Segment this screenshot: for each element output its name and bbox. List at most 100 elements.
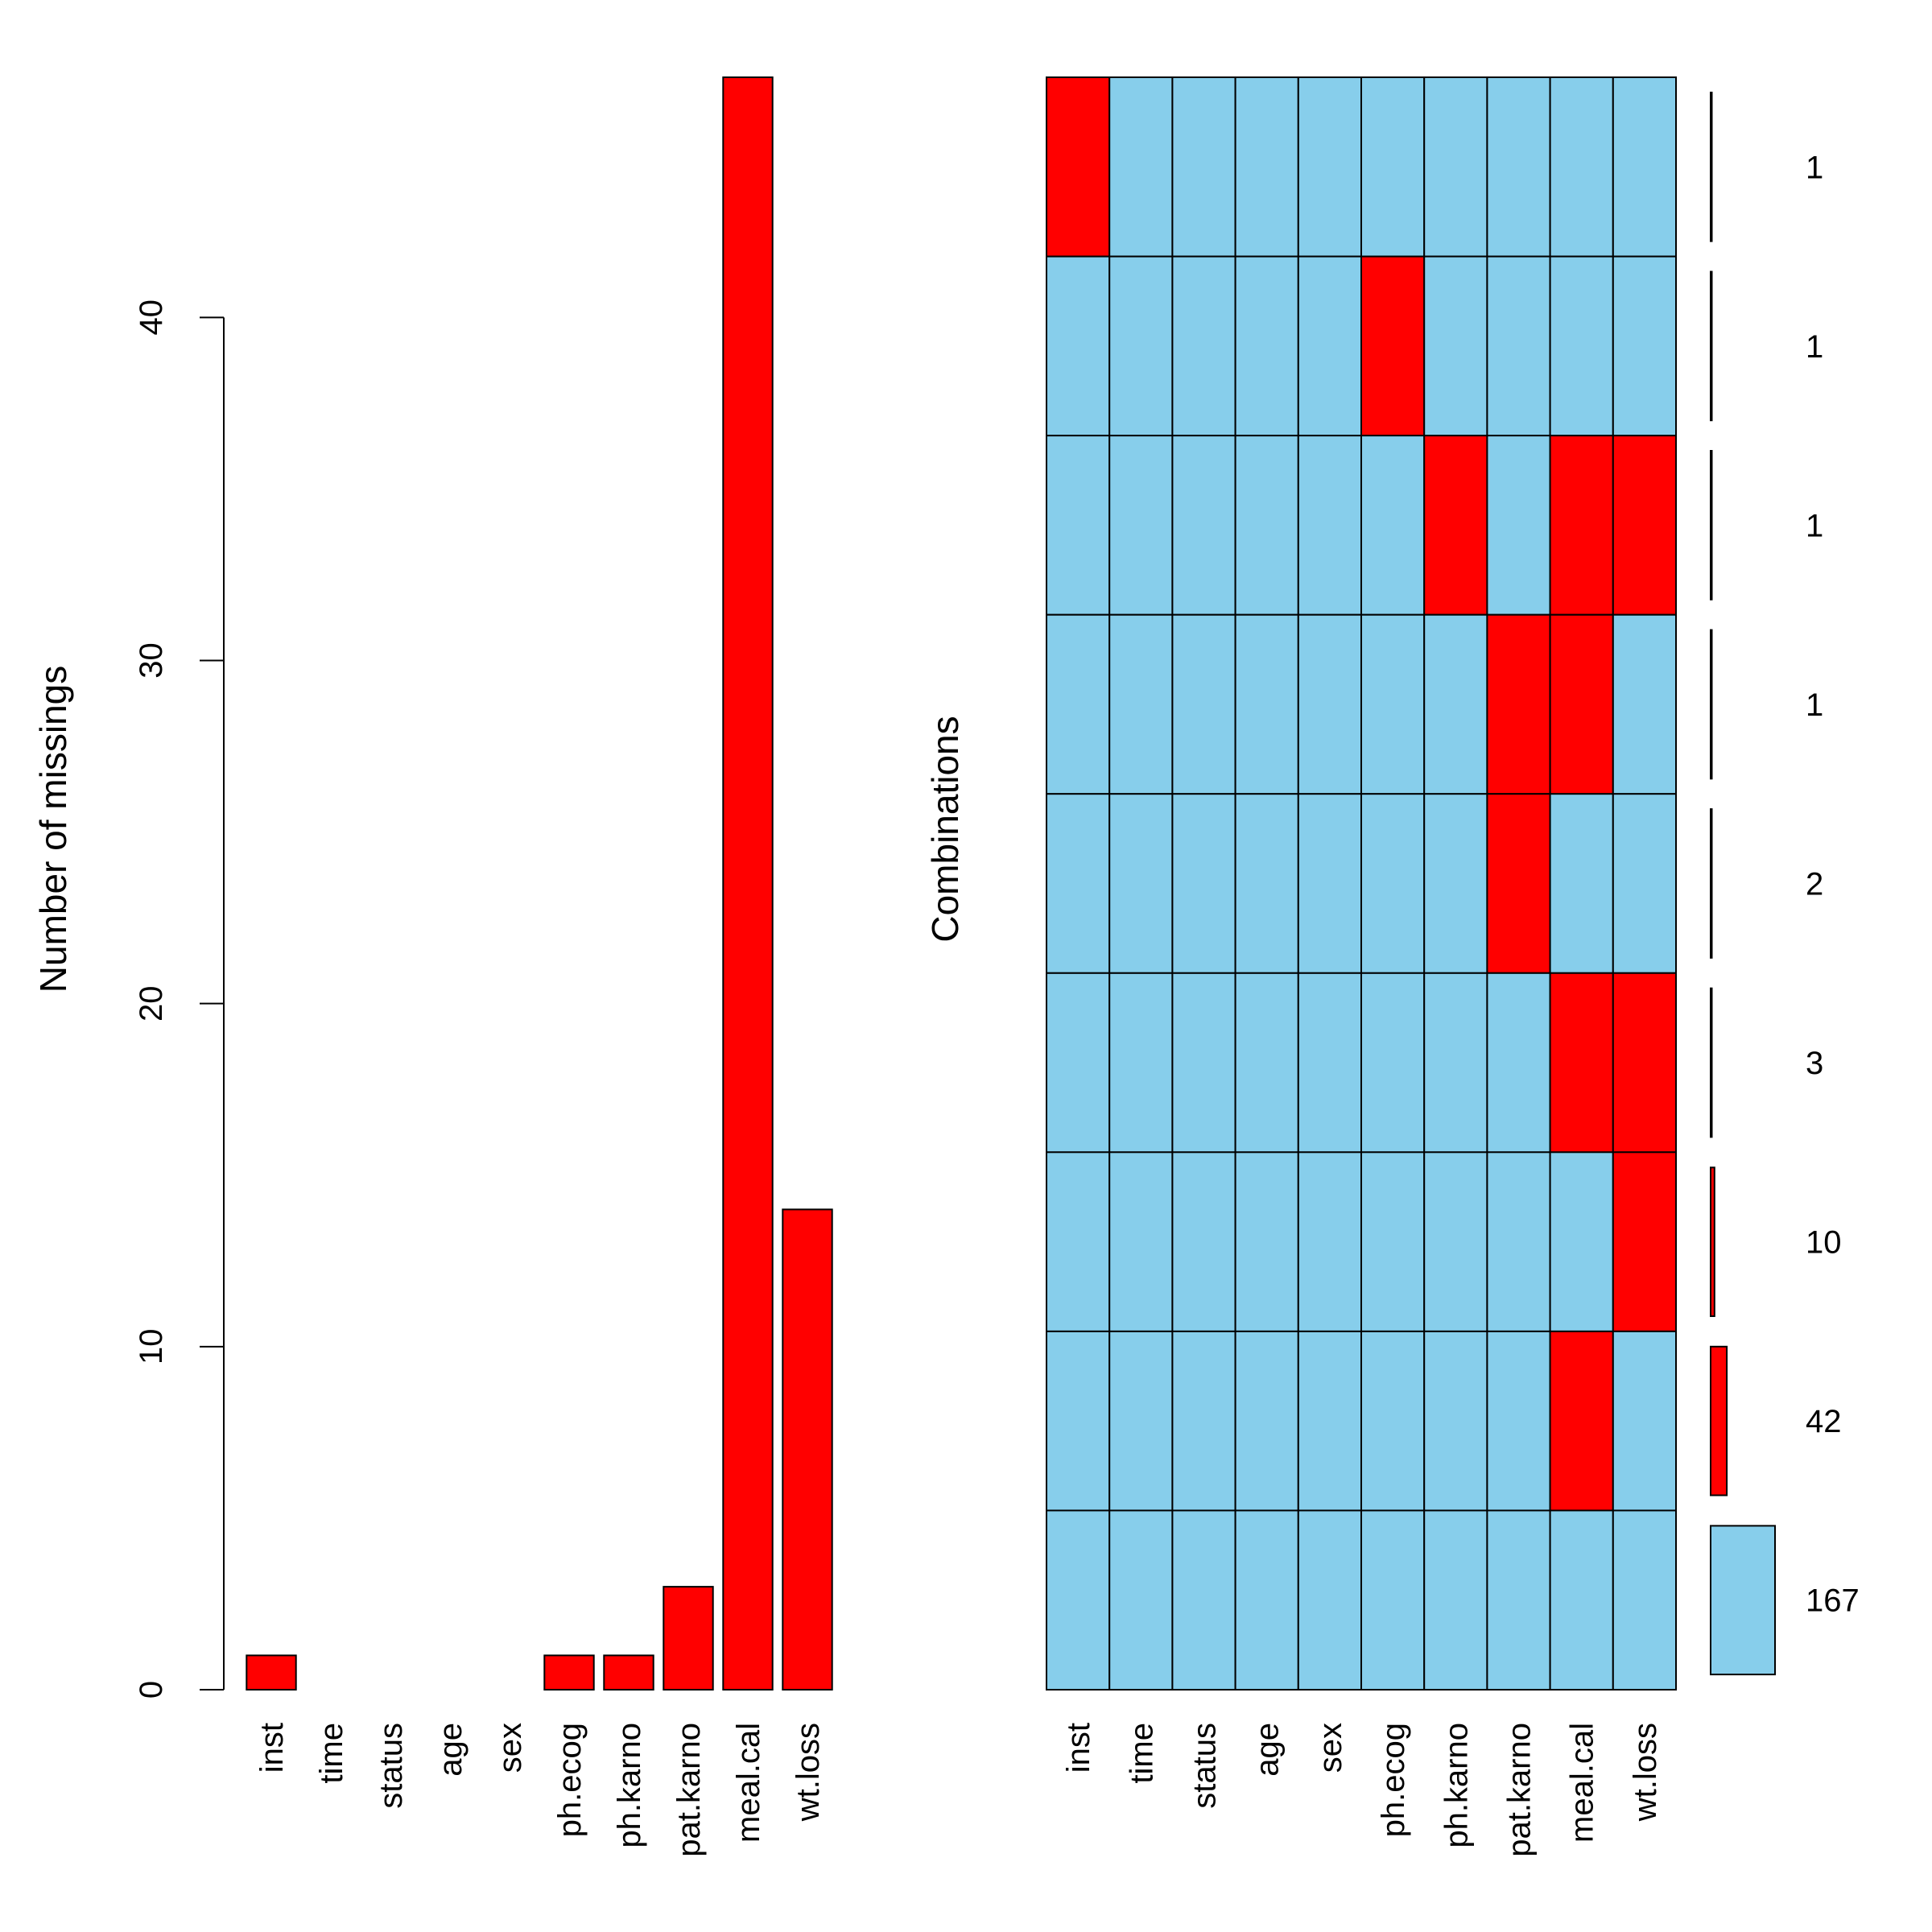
bar-marks: [246, 76, 833, 1690]
cell-4-ph.karno: [1423, 793, 1488, 974]
combo-bar-7: [1710, 1345, 1728, 1496]
cell-5-pat.karno: [1486, 972, 1551, 1154]
cell-5-wt.loss: [1612, 972, 1678, 1154]
bar-y-axis: 0 10 20 30 40: [134, 299, 225, 1699]
cell-2-ph.karno: [1423, 435, 1488, 616]
cell-1-ph.karno: [1423, 255, 1488, 437]
cell-1-ph.ecog: [1360, 255, 1426, 437]
combination-x-tick-labels: inst time status age sex ph.ecog ph.karno pat.k…: [1061, 1723, 1663, 1857]
cell-3-ph.ecog: [1360, 613, 1426, 795]
combination-frequency-bars: [1710, 91, 1776, 1676]
cell-6-sex: [1297, 1151, 1363, 1332]
cell-8-ph.ecog: [1360, 1509, 1426, 1691]
bar-x-label-time: time: [314, 1723, 349, 1784]
combo-x-label-inst: inst: [1061, 1723, 1096, 1773]
combo-count-7: 42: [1806, 1404, 1842, 1439]
cell-8-age: [1234, 1509, 1299, 1691]
bar-x-label-ph.ecog: ph.ecog: [552, 1723, 588, 1837]
bar-x-label-sex: sex: [493, 1723, 528, 1773]
combo-bar-0: [1710, 91, 1713, 242]
cell-7-age: [1234, 1330, 1299, 1512]
y-tick-label-40: 40: [134, 299, 169, 336]
combo-bar-8: [1710, 1525, 1776, 1676]
cell-3-inst: [1046, 613, 1111, 795]
cell-3-ph.karno: [1423, 613, 1488, 795]
cell-7-meal.cal: [1549, 1330, 1614, 1512]
cell-7-wt.loss: [1612, 1330, 1678, 1512]
cell-2-inst: [1046, 435, 1111, 616]
cell-3-age: [1234, 613, 1299, 795]
combo-x-label-ph.karno: ph.karno: [1439, 1723, 1474, 1848]
cell-4-time: [1108, 793, 1174, 974]
cell-0-ph.ecog: [1360, 76, 1426, 258]
bar-x-tick-labels: inst time status age sex ph.ecog ph.karno pat.k…: [254, 1723, 826, 1857]
combo-x-label-meal.cal: meal.cal: [1565, 1723, 1600, 1843]
cell-1-time: [1108, 255, 1174, 437]
combination-count-labels: 1 1 1 1 2 3 10 42 167: [1806, 150, 1860, 1618]
bar-ph.ecog: [543, 1654, 595, 1690]
cell-8-meal.cal: [1549, 1509, 1614, 1691]
cell-3-status: [1171, 613, 1236, 795]
cell-2-wt.loss: [1612, 435, 1678, 616]
bar-x-label-ph.karno: ph.karno: [612, 1723, 647, 1848]
cell-5-ph.karno: [1423, 972, 1488, 1154]
cell-3-time: [1108, 613, 1174, 795]
combination-y-axis-title: Combinations: [924, 716, 966, 942]
cell-5-time: [1108, 972, 1174, 1154]
cell-8-ph.karno: [1423, 1509, 1488, 1691]
bar-wt.loss: [782, 1208, 833, 1690]
cell-4-meal.cal: [1549, 793, 1614, 974]
combo-x-label-status: status: [1187, 1723, 1223, 1809]
combo-bar-1: [1710, 270, 1713, 422]
cell-8-pat.karno: [1486, 1509, 1551, 1691]
cell-5-age: [1234, 972, 1299, 1154]
combo-bar-3: [1710, 629, 1713, 780]
cell-0-pat.karno: [1486, 76, 1551, 258]
combo-bar-5: [1710, 987, 1713, 1138]
cell-1-inst: [1046, 255, 1111, 437]
y-tick-label-0: 0: [134, 1681, 169, 1699]
cell-7-ph.karno: [1423, 1330, 1488, 1512]
cell-7-ph.ecog: [1360, 1330, 1426, 1512]
cell-3-pat.karno: [1486, 613, 1551, 795]
combo-x-label-time: time: [1124, 1723, 1159, 1784]
cell-3-meal.cal: [1549, 613, 1614, 795]
combo-bar-4: [1710, 808, 1713, 959]
missing-combinations-heatmap: 1 1 1 1 2 3 10 42 167 inst time status age sex ph.eco…: [924, 76, 1860, 1857]
cell-2-sex: [1297, 435, 1363, 616]
cell-8-time: [1108, 1509, 1174, 1691]
cell-8-status: [1171, 1509, 1236, 1691]
y-tick-label-20: 20: [134, 985, 169, 1022]
combination-cells: [1046, 76, 1678, 1691]
cell-1-age: [1234, 255, 1299, 437]
combo-count-0: 1: [1806, 150, 1823, 185]
combo-count-4: 2: [1806, 867, 1823, 902]
cell-6-age: [1234, 1151, 1299, 1332]
cell-7-status: [1171, 1330, 1236, 1512]
bar-x-label-pat.karno: pat.karno: [671, 1723, 707, 1857]
combo-count-2: 1: [1806, 508, 1823, 543]
cell-6-meal.cal: [1549, 1151, 1614, 1332]
missing-count-bar-chart: 0 10 20 30 40 inst time status age sex ph.ecog ph.…: [32, 76, 833, 1857]
cell-8-wt.loss: [1612, 1509, 1678, 1691]
cell-0-wt.loss: [1612, 76, 1678, 258]
cell-5-sex: [1297, 972, 1363, 1154]
combo-x-label-sex: sex: [1313, 1723, 1348, 1773]
cell-2-status: [1171, 435, 1236, 616]
bar-ph.karno: [603, 1654, 654, 1690]
y-tick-label-10: 10: [134, 1329, 169, 1365]
cell-5-ph.ecog: [1360, 972, 1426, 1154]
bar-meal.cal: [722, 76, 774, 1690]
combo-count-6: 10: [1806, 1225, 1842, 1261]
cell-8-sex: [1297, 1509, 1363, 1691]
combo-count-1: 1: [1806, 329, 1823, 365]
cell-0-status: [1171, 76, 1236, 258]
cell-6-wt.loss: [1612, 1151, 1678, 1332]
cell-0-age: [1234, 76, 1299, 258]
cell-0-time: [1108, 76, 1174, 258]
cell-2-age: [1234, 435, 1299, 616]
cell-7-time: [1108, 1330, 1174, 1512]
cell-2-meal.cal: [1549, 435, 1614, 616]
cell-4-wt.loss: [1612, 793, 1678, 974]
